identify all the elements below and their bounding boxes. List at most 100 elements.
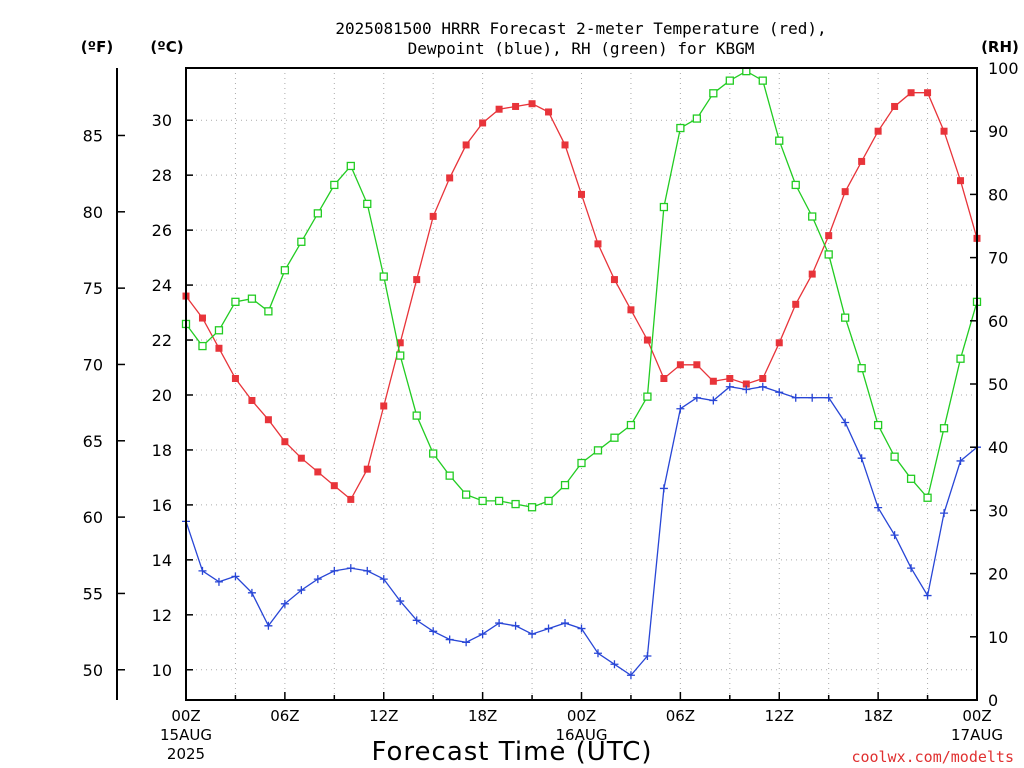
- chart-title-line2: Dewpoint (blue), RH (green) for KBGM: [408, 39, 755, 58]
- data-point: [874, 127, 882, 135]
- data-point: [512, 102, 520, 110]
- data-point: [231, 572, 240, 581]
- data-point: [593, 446, 603, 455]
- credit-text: coolwx.com/modelts: [851, 748, 1014, 766]
- rh-tick-label: 90: [988, 122, 1008, 141]
- data-point: [610, 660, 619, 669]
- celsius-tick-label: 22: [152, 331, 172, 350]
- data-point: [726, 375, 734, 383]
- data-point: [280, 266, 290, 275]
- data-point: [643, 336, 651, 344]
- rh-tick-label: 100: [988, 59, 1019, 78]
- data-point: [824, 393, 833, 402]
- data-point: [923, 493, 932, 502]
- data-point: [593, 649, 602, 658]
- data-point: [478, 496, 487, 506]
- data-point: [560, 480, 570, 490]
- data-point: [511, 621, 520, 630]
- x-tick-label: 15AUG: [160, 726, 212, 744]
- data-point: [544, 624, 553, 633]
- celsius-tick-label: 28: [152, 166, 172, 185]
- data-point: [676, 123, 685, 133]
- data-point: [494, 496, 504, 506]
- data-point: [346, 161, 355, 171]
- data-point: [610, 433, 619, 442]
- x-tick-label: 12Z: [765, 707, 794, 725]
- data-point: [660, 375, 668, 383]
- data-point: [924, 89, 932, 97]
- data-point: [659, 202, 669, 212]
- data-point: [857, 364, 866, 373]
- data-point: [742, 385, 751, 394]
- data-point: [775, 388, 784, 397]
- rh-tick-label: 50: [988, 375, 1008, 394]
- celsius-tick-label: 26: [152, 221, 172, 240]
- data-point: [264, 416, 272, 424]
- data-point: [198, 314, 206, 322]
- data-point: [314, 468, 322, 476]
- data-point: [380, 402, 388, 410]
- data-point: [528, 630, 537, 639]
- data-point: [511, 499, 520, 509]
- rh-tick-label: 70: [988, 249, 1008, 268]
- data-point: [495, 619, 504, 628]
- celsius-tick-label: 18: [152, 441, 172, 460]
- x-tick-label: 16AUG: [556, 726, 608, 744]
- data-point: [808, 270, 816, 278]
- data-point: [791, 393, 800, 402]
- data-point: [461, 490, 471, 499]
- data-point: [890, 452, 899, 461]
- data-point: [545, 108, 553, 116]
- data-point: [940, 127, 948, 135]
- data-point: [495, 105, 503, 113]
- data-point: [956, 354, 965, 363]
- data-point: [413, 276, 421, 284]
- rh-tick-label: 30: [988, 501, 1008, 520]
- x-tick-label: 06Z: [270, 707, 299, 725]
- data-point: [379, 575, 388, 584]
- data-point: [725, 382, 734, 391]
- data-point: [841, 313, 850, 322]
- x-axis-label: Forecast Time (UTC): [371, 737, 652, 767]
- data-point: [363, 199, 372, 209]
- data-point: [676, 361, 684, 369]
- data-point: [215, 344, 223, 352]
- data-point: [578, 190, 585, 198]
- data-point: [231, 375, 239, 383]
- data-point: [330, 566, 339, 575]
- data-point: [758, 76, 767, 85]
- data-point: [412, 411, 421, 420]
- data-point: [808, 212, 817, 221]
- data-point: [626, 420, 636, 430]
- data-point: [527, 503, 537, 512]
- data-point: [873, 420, 883, 430]
- data-point: [956, 456, 965, 465]
- data-point: [906, 474, 916, 483]
- data-point: [429, 627, 438, 636]
- data-point: [561, 619, 570, 628]
- axes-layer: 10 12 14 16 18 20 22 24 26 28 30 50 55 60 65 70 75 80 85 0 1…: [83, 59, 1019, 763]
- series-dewpoint: [182, 382, 981, 680]
- x-tick-label: 12Z: [369, 707, 398, 725]
- data-point: [791, 180, 800, 190]
- data-point: [462, 638, 471, 647]
- data-point: [479, 119, 487, 127]
- fahrenheit-tick-label: 60: [83, 508, 103, 527]
- data-point: [792, 300, 800, 308]
- data-point: [874, 503, 883, 512]
- data-point: [214, 326, 224, 335]
- rh-tick-label: 0: [988, 691, 998, 710]
- fahrenheit-tick-label: 50: [83, 661, 103, 680]
- series-rh: [181, 67, 982, 512]
- data-point: [396, 339, 404, 347]
- data-point: [627, 306, 635, 314]
- x-tick-label: 00Z: [171, 707, 200, 725]
- data-point: [214, 577, 223, 586]
- data-point: [313, 575, 322, 584]
- fahrenheit-tick-label: 75: [83, 279, 103, 298]
- data-point: [692, 393, 701, 402]
- data-point: [891, 102, 899, 110]
- rh-unit-label: (RH): [981, 38, 1019, 56]
- celsius-unit-label: (ºC): [150, 38, 183, 56]
